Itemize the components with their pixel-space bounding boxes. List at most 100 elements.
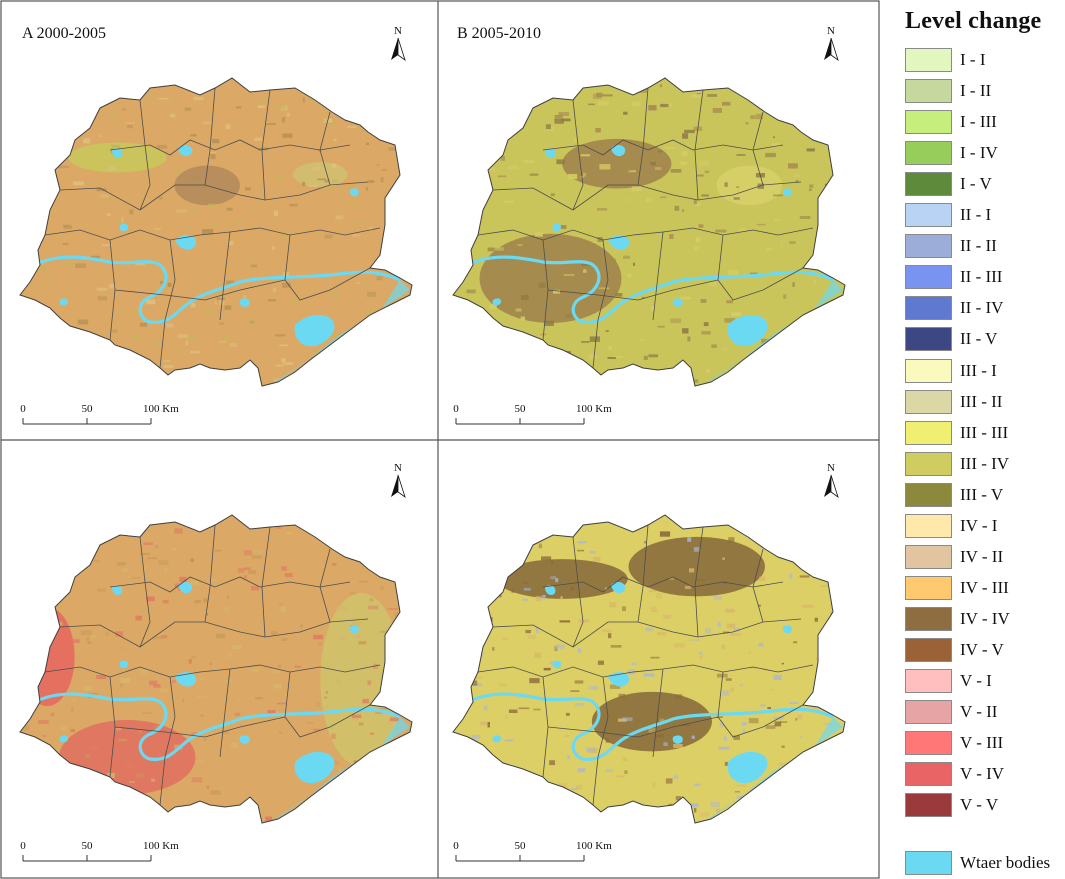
county-boundary (694, 526, 704, 638)
scale-tick-label: 50 (515, 403, 527, 415)
county-boundary (159, 676, 176, 806)
legend-swatch (905, 669, 952, 693)
water-body (349, 188, 359, 197)
scale-tick-label: 100 Km (143, 403, 179, 415)
map-panel-c: C 2010-2015N050100 Km (19, 462, 413, 862)
north-label: N (827, 25, 835, 37)
river (467, 692, 834, 761)
scale-tick-label: 0 (453, 840, 459, 852)
county-boundary (319, 548, 369, 623)
water-body (608, 672, 630, 687)
legend-label: IV - III (960, 577, 1009, 597)
county-boundary (592, 239, 609, 369)
water-body (672, 298, 683, 307)
map-panel-b: B 2005-2010 N 0 50 100 Km (452, 25, 846, 425)
legend-label: V - V (960, 795, 999, 815)
legend-label: V - IV (960, 764, 1005, 784)
land-patch (59, 720, 196, 795)
map-raster (20, 78, 412, 386)
county-boundary (159, 239, 176, 369)
land-patch (496, 559, 628, 599)
legend-label: III - III (960, 422, 1009, 442)
water-body (611, 145, 626, 157)
legend-item: IV - III (905, 575, 1009, 600)
legend-swatch (905, 793, 952, 818)
legend-item: IV - I (905, 513, 997, 538)
legend-label: II - III (960, 267, 1003, 287)
legend-swatch (905, 141, 952, 166)
county-boundary (204, 524, 216, 623)
legend-swatch (905, 851, 952, 875)
water-body (119, 223, 129, 232)
water-body (492, 298, 502, 306)
panel-title: B 2005-2010 (457, 25, 541, 42)
north-arrow-icon: N (391, 25, 406, 62)
legend-swatch (905, 234, 952, 259)
water-body (727, 314, 768, 347)
legend-item: IV - IV (905, 606, 1010, 631)
county-boundary (109, 576, 351, 593)
county-boundary (219, 231, 231, 321)
coastal-water (272, 717, 410, 821)
legend-item: III - IV (905, 451, 1010, 476)
legend-label: V - I (960, 671, 992, 690)
map-raster (453, 515, 845, 823)
land-patch (562, 138, 672, 189)
scale-tick-label: 50 (515, 840, 527, 852)
county-boundary (59, 621, 331, 648)
legend-swatch (905, 48, 952, 72)
water-body (178, 145, 193, 157)
water-body (782, 188, 792, 197)
water-body (782, 625, 792, 634)
legend-label: III - IV (960, 453, 1010, 473)
legend-label: III - I (960, 360, 997, 380)
scale-bar: 0 50 100 Km (20, 403, 179, 425)
river (467, 255, 834, 324)
legend-label: I - V (960, 174, 992, 194)
legend-swatch (905, 762, 952, 787)
scale-tick-label: 50 (82, 403, 94, 415)
county-boundaries (44, 87, 381, 369)
legend-item: II - II (905, 234, 997, 259)
legend-item: V - III (905, 731, 1003, 756)
legend-label: IV - V (960, 640, 1004, 659)
legend-label: II - IV (960, 298, 1004, 318)
map-raster (20, 515, 412, 823)
water-body (119, 660, 129, 669)
legend-swatch (905, 172, 952, 197)
county-boundaries (477, 87, 814, 369)
legend-swatch (905, 327, 952, 352)
legend-swatch (905, 606, 952, 631)
county-boundary (652, 231, 664, 321)
scale-tick-label: 100 Km (576, 403, 612, 415)
legend-swatch (905, 420, 952, 445)
legend-label: IV - IV (960, 608, 1010, 628)
north-label: N (827, 462, 835, 474)
scale-tick-label: 0 (453, 403, 459, 415)
legend-label: II - II (960, 236, 997, 256)
county-boundary (547, 716, 719, 738)
county-boundary (319, 111, 369, 186)
legend-item: IV - V (905, 638, 1004, 662)
water-body (175, 672, 197, 687)
county-boundary (542, 139, 784, 156)
county-boundary (114, 279, 286, 301)
legend-swatch (905, 700, 952, 725)
county-boundary (572, 536, 584, 648)
legend-label: V - II (960, 702, 998, 722)
map-panel-d: D 2015-2020N050100 Km (452, 462, 846, 862)
north-arrow-icon: N (391, 462, 406, 499)
north-arrow-icon: N (824, 25, 839, 62)
county-boundary (637, 87, 649, 186)
legend-swatch (905, 203, 952, 228)
legend-swatch (905, 575, 952, 600)
water-body (492, 735, 502, 743)
water-body (608, 235, 630, 250)
county-boundary (139, 99, 151, 211)
scale-tick-label: 50 (82, 840, 94, 852)
legend-swatch (905, 451, 952, 476)
county-boundary (547, 279, 719, 301)
legend-swatch (905, 731, 952, 756)
legend-swatch (905, 544, 952, 569)
region-outline (452, 514, 846, 824)
